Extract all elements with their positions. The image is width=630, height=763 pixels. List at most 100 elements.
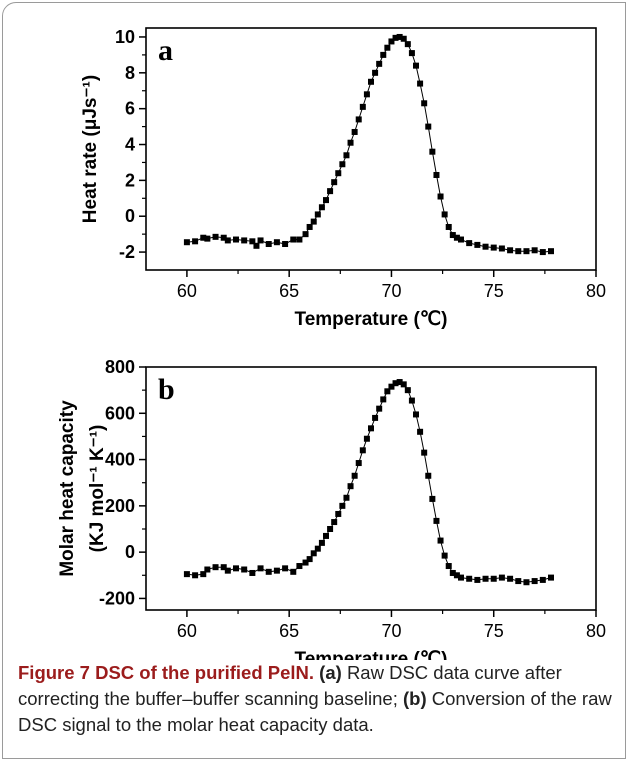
y-tick-label: 2 (125, 170, 135, 190)
data-point (507, 247, 514, 254)
data-point (392, 34, 399, 41)
data-point (441, 211, 448, 218)
data-point (339, 502, 346, 509)
data-point (507, 575, 514, 582)
data-point (204, 566, 211, 573)
x-tick-label: 80 (586, 281, 606, 301)
data-point (359, 447, 366, 454)
data-point (384, 44, 391, 51)
data-point (531, 247, 538, 254)
data-point (531, 578, 538, 585)
data-point (253, 242, 260, 249)
data-point (400, 35, 407, 42)
x-tick-label: 65 (279, 281, 299, 301)
data-point (515, 578, 522, 585)
y-axis-label-line2: (KJ mol⁻¹ K⁻¹) (87, 425, 108, 553)
data-point (343, 494, 350, 501)
data-point (523, 248, 530, 255)
data-point (466, 575, 473, 582)
data-point (449, 569, 456, 576)
data-point (498, 245, 505, 252)
data-point (458, 236, 464, 243)
y-axis-label: Heat rate (μJs⁻¹) (80, 75, 101, 223)
x-tick-label: 70 (381, 281, 401, 301)
data-point (539, 576, 546, 583)
data-point (355, 460, 362, 467)
data-point (400, 381, 407, 388)
data-point (548, 248, 554, 255)
y-tick-label: 0 (125, 206, 135, 226)
data-point (433, 171, 440, 178)
data-point (474, 576, 481, 583)
data-point (380, 396, 387, 403)
caption-figure-title: Figure 7 DSC of the purified PelN. (18, 662, 315, 683)
data-point (249, 238, 256, 245)
data-point (318, 204, 325, 211)
data-point (458, 574, 464, 581)
data-point (335, 170, 342, 177)
data-point (233, 565, 239, 572)
data-point (257, 565, 264, 572)
data-point (539, 249, 546, 256)
data-point (437, 537, 444, 544)
x-tick-label: 80 (586, 621, 606, 641)
data-point (310, 218, 317, 225)
data-point (376, 405, 383, 412)
data-point (425, 472, 432, 479)
data-point (384, 388, 391, 395)
data-point (347, 483, 354, 490)
data-point (327, 526, 334, 532)
y-tick-label: 400 (105, 450, 135, 470)
data-point (396, 379, 403, 386)
y-axis-label-line1: Molar heat capacity (57, 400, 78, 577)
data-point (192, 572, 199, 579)
data-point (273, 239, 280, 246)
data-point (323, 197, 329, 204)
y-tick-label: -200 (99, 588, 135, 608)
data-point (482, 575, 489, 582)
data-point (314, 211, 321, 218)
data-point (498, 574, 505, 581)
y-tick-label: -2 (119, 242, 135, 262)
data-point (429, 148, 436, 155)
y-tick-label: 10 (115, 27, 135, 47)
data-point (351, 128, 358, 135)
data-point (200, 571, 207, 578)
x-tick-label: 75 (484, 621, 504, 641)
plot-frame (145, 366, 597, 611)
data-point (306, 556, 313, 563)
chart-panel-a: 60 65 70 75 80 -2 0 2 4 6 8 10 Temperature (℃) Heat r… (80, 27, 606, 330)
data-point (466, 240, 473, 247)
series-line (186, 36, 552, 253)
data-point (449, 232, 456, 239)
data-point (282, 565, 289, 572)
data-point (343, 152, 350, 159)
data-point (233, 236, 239, 243)
data-point (363, 91, 370, 98)
data-point (302, 231, 309, 238)
data-point (413, 411, 419, 418)
data-point (445, 563, 452, 570)
x-axis-label: Temperature (℃) (295, 649, 448, 660)
data-point (372, 69, 379, 76)
data-point (204, 235, 211, 242)
panel-label: b (158, 373, 175, 406)
data-point (413, 62, 419, 69)
data-point (327, 188, 334, 195)
data-point (273, 567, 280, 574)
data-point (200, 234, 207, 241)
data-point (351, 472, 358, 479)
y-tick-label: 200 (105, 496, 135, 516)
data-point (339, 161, 346, 168)
data-point (482, 243, 489, 250)
data-point (265, 241, 272, 248)
data-point (224, 237, 231, 244)
data-point (441, 552, 448, 559)
y-tick-label: 8 (125, 63, 135, 83)
data-point (372, 414, 379, 421)
y-tick-label: 0 (125, 542, 135, 562)
data-point (445, 223, 452, 230)
data-point (302, 559, 309, 566)
data-point (296, 236, 303, 243)
